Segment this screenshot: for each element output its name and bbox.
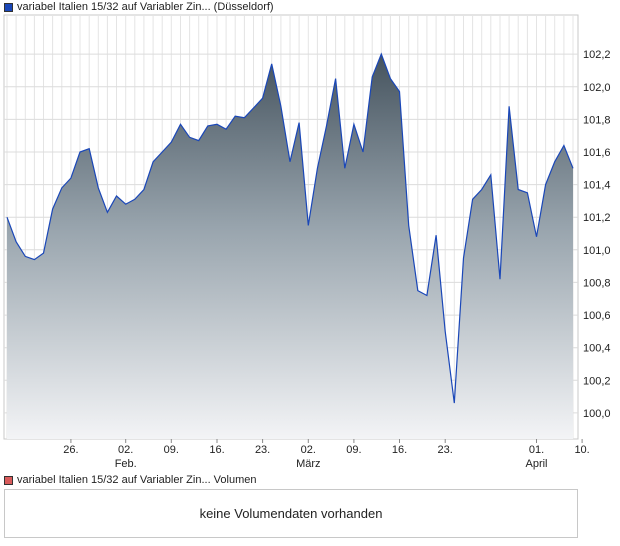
price-line — [6, 52, 574, 404]
x-tick-label: 10. — [574, 444, 589, 456]
x-tick-label: 23. — [438, 444, 453, 456]
x-tick-label: 23. — [255, 444, 270, 456]
price-legend-swatch — [4, 2, 13, 12]
volume-legend-label: variabel Italien 15/32 auf Variabler Zin… — [17, 474, 257, 486]
y-tick-label: 101,0 — [583, 245, 611, 257]
y-tick-label: 101,8 — [583, 114, 611, 126]
y-tick-label: 100,0 — [583, 408, 611, 420]
volume-legend-swatch — [4, 475, 13, 485]
x-tick-label: 02. — [118, 444, 133, 456]
x-month-label: April — [525, 458, 547, 470]
y-tick-label: 100,6 — [583, 310, 611, 322]
volume-panel: keine Volumendaten vorhanden — [4, 489, 578, 538]
x-tick-label: 16. — [209, 444, 224, 456]
y-tick-label: 101,6 — [583, 147, 611, 159]
y-tick-label: 101,2 — [583, 212, 611, 224]
x-tick-label: 26. — [63, 444, 78, 456]
price-area — [7, 54, 573, 439]
y-tick-label: 102,0 — [583, 82, 611, 94]
price-chart: 100,0 100,2 100,4 100,6 100,8 101,0 101,2 101,4… — [3, 14, 611, 470]
y-tick-label: 100,4 — [583, 343, 611, 355]
volume-empty-message: keine Volumendaten vorhanden — [199, 506, 383, 521]
x-tick-label: 01. — [529, 444, 544, 456]
x-month-label: Feb. — [115, 458, 137, 470]
x-month-label: März — [296, 458, 320, 470]
x-tick-label: 09. — [164, 444, 179, 456]
price-legend-label: variabel Italien 15/32 auf Variabler Zin… — [17, 1, 274, 13]
y-tick-label: 101,4 — [583, 180, 611, 192]
y-tick-label: 102,2 — [583, 49, 611, 61]
volume-legend: variabel Italien 15/32 auf Variabler Zin… — [4, 473, 257, 487]
y-tick-label: 100,8 — [583, 277, 611, 289]
x-tick-label: 02. — [301, 444, 316, 456]
y-tick-label: 100,2 — [583, 375, 611, 387]
x-tick-label: 16. — [392, 444, 407, 456]
x-tick-label: 09. — [346, 444, 361, 456]
price-legend: variabel Italien 15/32 auf Variabler Zin… — [4, 0, 274, 14]
